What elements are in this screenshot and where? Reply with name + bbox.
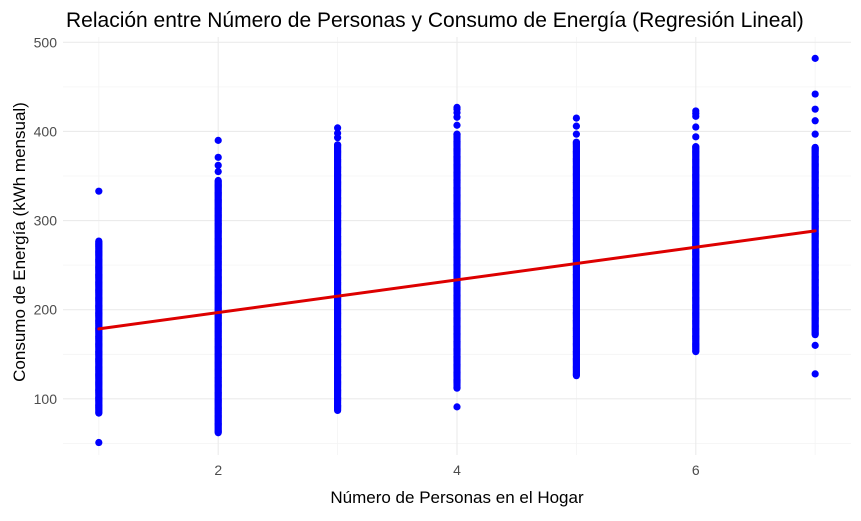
y-axis-label: Consumo de Energía (kWh mensual) <box>10 102 29 382</box>
regression-line <box>97 229 817 331</box>
data-point <box>453 403 461 411</box>
x-axis-label: Número de Personas en el Hogar <box>330 488 584 507</box>
point-column <box>334 124 342 415</box>
x-tick-label: 2 <box>214 462 222 478</box>
point-column <box>811 54 819 378</box>
y-tick-label: 200 <box>34 302 58 318</box>
data-point <box>811 370 819 378</box>
point-column <box>572 114 580 380</box>
data-point <box>572 138 580 146</box>
data-point <box>453 130 461 138</box>
data-point <box>95 237 103 245</box>
data-point <box>811 143 819 152</box>
x-tick-label: 4 <box>453 462 461 478</box>
x-tick-label: 6 <box>692 462 700 478</box>
y-tick-label: 400 <box>34 123 58 139</box>
point-column <box>453 103 461 411</box>
x-axis-ticks: 2 4 6 <box>214 462 700 478</box>
data-point <box>453 103 461 112</box>
data-point <box>572 122 580 130</box>
y-axis-ticks: 100 200 300 400 500 <box>34 34 58 407</box>
data-point <box>214 136 222 144</box>
regression-line-group <box>97 229 817 331</box>
data-point <box>692 123 700 131</box>
data-point <box>811 130 819 138</box>
point-column <box>214 136 222 437</box>
data-point <box>811 54 819 62</box>
data-point <box>334 141 342 149</box>
data-point <box>214 167 222 176</box>
data-points <box>95 54 819 447</box>
point-column <box>692 107 700 356</box>
data-point <box>692 107 700 115</box>
data-point <box>334 124 342 132</box>
data-point <box>572 114 580 122</box>
data-point <box>811 105 819 113</box>
point-column <box>95 187 103 447</box>
data-point <box>692 143 700 151</box>
data-point <box>572 130 580 138</box>
y-tick-label: 500 <box>34 34 58 50</box>
chart-title: Relación entre Número de Personas y Cons… <box>66 9 804 32</box>
data-point <box>214 153 222 161</box>
data-point <box>95 438 103 447</box>
data-point <box>811 341 819 349</box>
data-point <box>214 161 222 169</box>
data-point <box>334 129 342 137</box>
data-point <box>811 117 819 125</box>
y-tick-label: 100 <box>34 391 58 407</box>
data-point <box>453 121 461 129</box>
y-tick-label: 300 <box>34 213 58 229</box>
data-point <box>811 90 819 98</box>
data-point <box>692 133 700 141</box>
data-point <box>95 187 103 195</box>
data-point <box>214 176 222 185</box>
